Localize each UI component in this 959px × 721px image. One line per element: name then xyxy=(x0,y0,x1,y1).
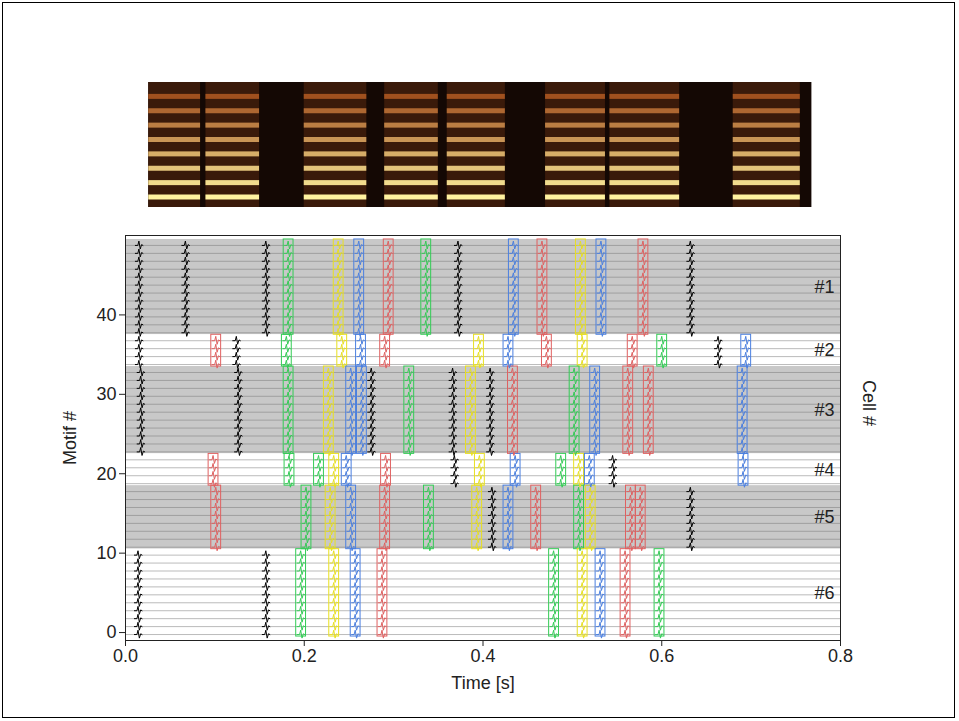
svg-text:#6: #6 xyxy=(814,583,834,603)
svg-text:0.4: 0.4 xyxy=(470,646,495,666)
svg-text:Motif #: Motif # xyxy=(60,411,80,465)
svg-text:20: 20 xyxy=(96,463,116,483)
html-text:Cell #: Cell # xyxy=(859,380,879,426)
svg-text:Time [s]: Time [s] xyxy=(451,673,514,693)
svg-text:10: 10 xyxy=(96,543,116,563)
svg-text:0.8: 0.8 xyxy=(828,646,853,666)
svg-text:#2: #2 xyxy=(814,340,834,360)
svg-text:0.0: 0.0 xyxy=(113,646,138,666)
svg-text:0: 0 xyxy=(106,622,116,642)
svg-text:#5: #5 xyxy=(814,507,834,527)
svg-text:0.6: 0.6 xyxy=(649,646,674,666)
svg-text:#4: #4 xyxy=(814,460,834,480)
svg-text:0.2: 0.2 xyxy=(292,646,317,666)
svg-text:30: 30 xyxy=(96,384,116,404)
svg-text:40: 40 xyxy=(96,305,116,325)
svg-text:#1: #1 xyxy=(814,277,834,297)
svg-text:#3: #3 xyxy=(814,400,834,420)
